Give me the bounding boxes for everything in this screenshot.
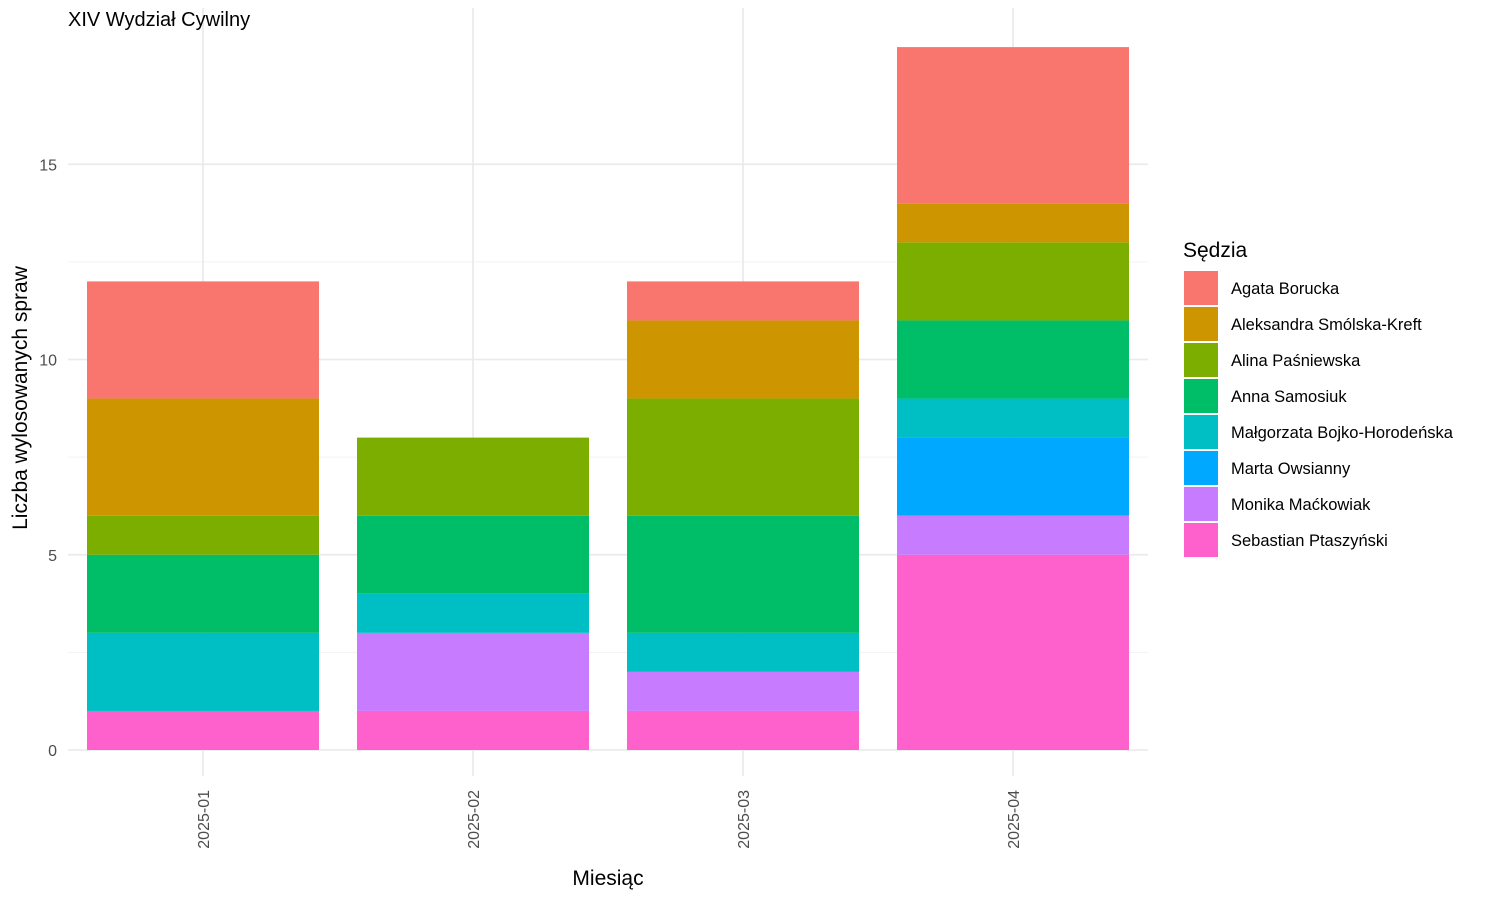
x-tick-label: 2025-01 [196, 790, 213, 849]
x-tick-label: 2025-02 [466, 790, 483, 849]
legend-item: Agata Borucka [1184, 271, 1340, 305]
bar-segment [627, 632, 859, 672]
bar-segment [87, 710, 319, 750]
bar-segment [87, 398, 319, 516]
legend: Sędzia Agata Borucka Aleksandra Smólska-K… [1183, 239, 1454, 557]
chart-title: XIV Wydział Cywilny [68, 9, 250, 31]
bar-segment [897, 515, 1129, 555]
legend-item: Małgorzata Bojko-Horodeńska [1184, 415, 1454, 449]
legend-item: Sebastian Ptaszyński [1184, 523, 1388, 557]
x-tick-label: 2025-03 [736, 790, 753, 849]
bar-segment [87, 281, 319, 399]
bars [87, 47, 1129, 750]
legend-label: Aleksandra Smólska-Kreft [1231, 316, 1422, 334]
legend-label: Sebastian Ptaszyński [1231, 532, 1388, 550]
legend-label: Monika Maćkowiak [1231, 496, 1371, 514]
y-tick-label: 10 [39, 353, 57, 370]
bar-segment [897, 320, 1129, 399]
legend-swatch [1184, 451, 1218, 485]
legend-items: Agata Borucka Aleksandra Smólska-Kreft Ali… [1184, 271, 1454, 557]
bar-segment [357, 593, 589, 633]
bar-segment [897, 203, 1129, 243]
bar-segment [87, 554, 319, 633]
y-axis-ticks: 0 5 10 15 [39, 157, 57, 760]
legend-label: Agata Borucka [1231, 280, 1340, 298]
legend-label: Małgorzata Bojko-Horodeńska [1231, 424, 1454, 442]
legend-item: Marta Owsianny [1184, 451, 1351, 485]
bar-segment [897, 398, 1129, 438]
bar-segment [627, 398, 859, 516]
bar-segment [627, 515, 859, 633]
bar-segment [627, 671, 859, 711]
bar-segment [357, 632, 589, 711]
legend-label: Alina Paśniewska [1231, 352, 1361, 370]
legend-item: Aleksandra Smólska-Kreft [1184, 307, 1422, 341]
bar-segment [627, 281, 859, 321]
x-axis-ticks: 2025-01 2025-02 2025-03 2025-04 [196, 790, 1023, 849]
legend-swatch [1184, 415, 1218, 449]
bar-segment [357, 437, 589, 516]
bar-segment [357, 710, 589, 750]
legend-item: Anna Samosiuk [1184, 379, 1347, 413]
legend-swatch [1184, 343, 1218, 377]
y-tick-label: 0 [48, 743, 57, 760]
bar-segment [87, 515, 319, 555]
legend-item: Monika Maćkowiak [1184, 487, 1371, 521]
legend-label: Anna Samosiuk [1231, 388, 1347, 406]
bar-segment [897, 47, 1129, 204]
bar-segment [897, 437, 1129, 516]
bar-segment [627, 320, 859, 399]
y-tick-label: 15 [39, 157, 57, 174]
bar-segment [87, 632, 319, 711]
x-axis-title: Miesiąc [572, 867, 643, 890]
legend-title: Sędzia [1183, 239, 1248, 262]
bar-segment [627, 710, 859, 750]
legend-label: Marta Owsianny [1231, 460, 1351, 478]
legend-item: Alina Paśniewska [1184, 343, 1361, 377]
legend-swatch [1184, 379, 1218, 413]
y-tick-label: 5 [48, 548, 57, 565]
bar-segment [897, 554, 1129, 750]
y-axis-title: Liczba wylosowanych spraw [9, 265, 32, 530]
bar-segment [897, 242, 1129, 321]
bar-segment [357, 515, 589, 594]
legend-swatch [1184, 271, 1218, 305]
legend-swatch [1184, 523, 1218, 557]
legend-swatch [1184, 307, 1218, 341]
legend-swatch [1184, 487, 1218, 521]
x-tick-label: 2025-04 [1006, 790, 1023, 849]
